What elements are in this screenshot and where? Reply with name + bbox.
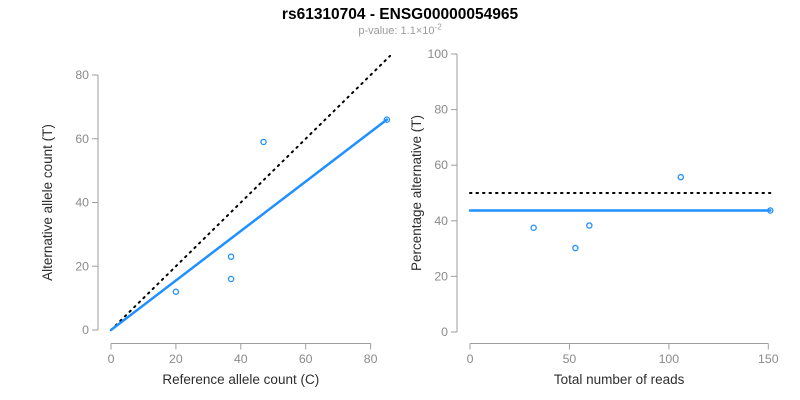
data-point [572, 244, 579, 252]
x-tick-label: 50 [563, 352, 577, 366]
data-point [383, 116, 391, 123]
data-point [586, 222, 593, 229]
data-point [767, 207, 774, 214]
x-tick-label: 60 [299, 352, 313, 366]
y-tick-label: 60 [75, 132, 89, 146]
p-value-exponent: -2 [434, 22, 442, 32]
y-tick-label: 40 [434, 214, 448, 228]
figure-title: rs61310704 - ENSG00000054965 [281, 6, 519, 23]
data-point [260, 138, 267, 146]
x-tick-label: 0 [108, 352, 115, 366]
x-tick-label: 80 [364, 352, 378, 366]
y-tick-label: 20 [434, 269, 448, 283]
y-tick-label: 100 [427, 47, 448, 61]
y-tick-label: 0 [82, 323, 89, 337]
x-tick-label: 20 [169, 352, 183, 366]
data-point [677, 173, 685, 181]
identity-line [110, 54, 392, 331]
x-tick-label: 0 [467, 352, 474, 366]
multiply-sign: × [415, 25, 423, 37]
x-tick-label: 40 [234, 352, 248, 366]
p-value-mantissa: 1.1 [400, 25, 416, 37]
y-tick-label: 40 [75, 196, 89, 210]
x-tick-label: 100 [659, 352, 680, 366]
x-axis-title: Total number of reads [554, 372, 685, 387]
data-point [227, 253, 235, 260]
data-point [172, 288, 180, 295]
fit-line [109, 118, 389, 332]
x-tick-label: 150 [758, 352, 779, 366]
p-value-base: 10 [422, 25, 435, 37]
p-value-subtitle: p-value: 1.1×10-2 [0, 22, 800, 37]
x-axis-title: Reference allele count (C) [162, 372, 319, 387]
y-tick-label: 80 [75, 68, 89, 82]
y-axis-title: Percentage alternative (T) [409, 115, 424, 271]
y-axis-title: Alternative allele count (T) [40, 124, 55, 281]
data-point [227, 275, 235, 283]
y-tick-label: 20 [75, 259, 89, 273]
y-tick-label: 0 [441, 325, 448, 339]
y-tick-label: 80 [434, 103, 448, 117]
p-value-label: p-value: [358, 25, 401, 37]
y-tick-label: 60 [434, 158, 448, 172]
data-point [530, 224, 537, 231]
